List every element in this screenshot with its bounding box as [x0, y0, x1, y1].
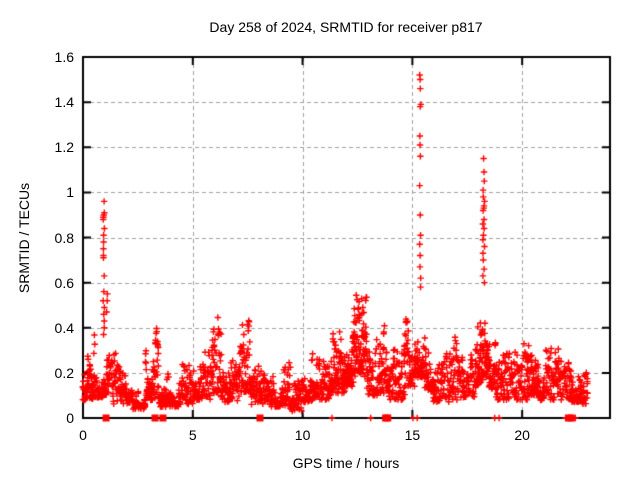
x-tick-label: 10 — [294, 427, 311, 443]
y-tick-label: 0.4 — [54, 319, 74, 336]
y-tick-label: 0.8 — [54, 229, 74, 246]
y-tick-label: 1 — [66, 184, 74, 201]
x-tick-label: 15 — [404, 427, 421, 443]
x-tick-label: 5 — [188, 427, 197, 443]
y-tick-label: 0.6 — [54, 274, 74, 291]
y-tick-label: 0.2 — [54, 364, 74, 381]
x-tick-label: 0 — [79, 427, 87, 443]
x-tick-label: 20 — [514, 427, 530, 443]
x-axis-label: GPS time / hours — [292, 455, 400, 471]
y-tick-label: 0 — [66, 410, 74, 426]
y-tick-label: 1.4 — [54, 94, 74, 111]
chart-title: Day 258 of 2024, SRMTID for receiver p81… — [209, 19, 483, 35]
y-tick-label: 1.6 — [54, 49, 74, 65]
y-tick-label: 1.2 — [54, 139, 74, 156]
